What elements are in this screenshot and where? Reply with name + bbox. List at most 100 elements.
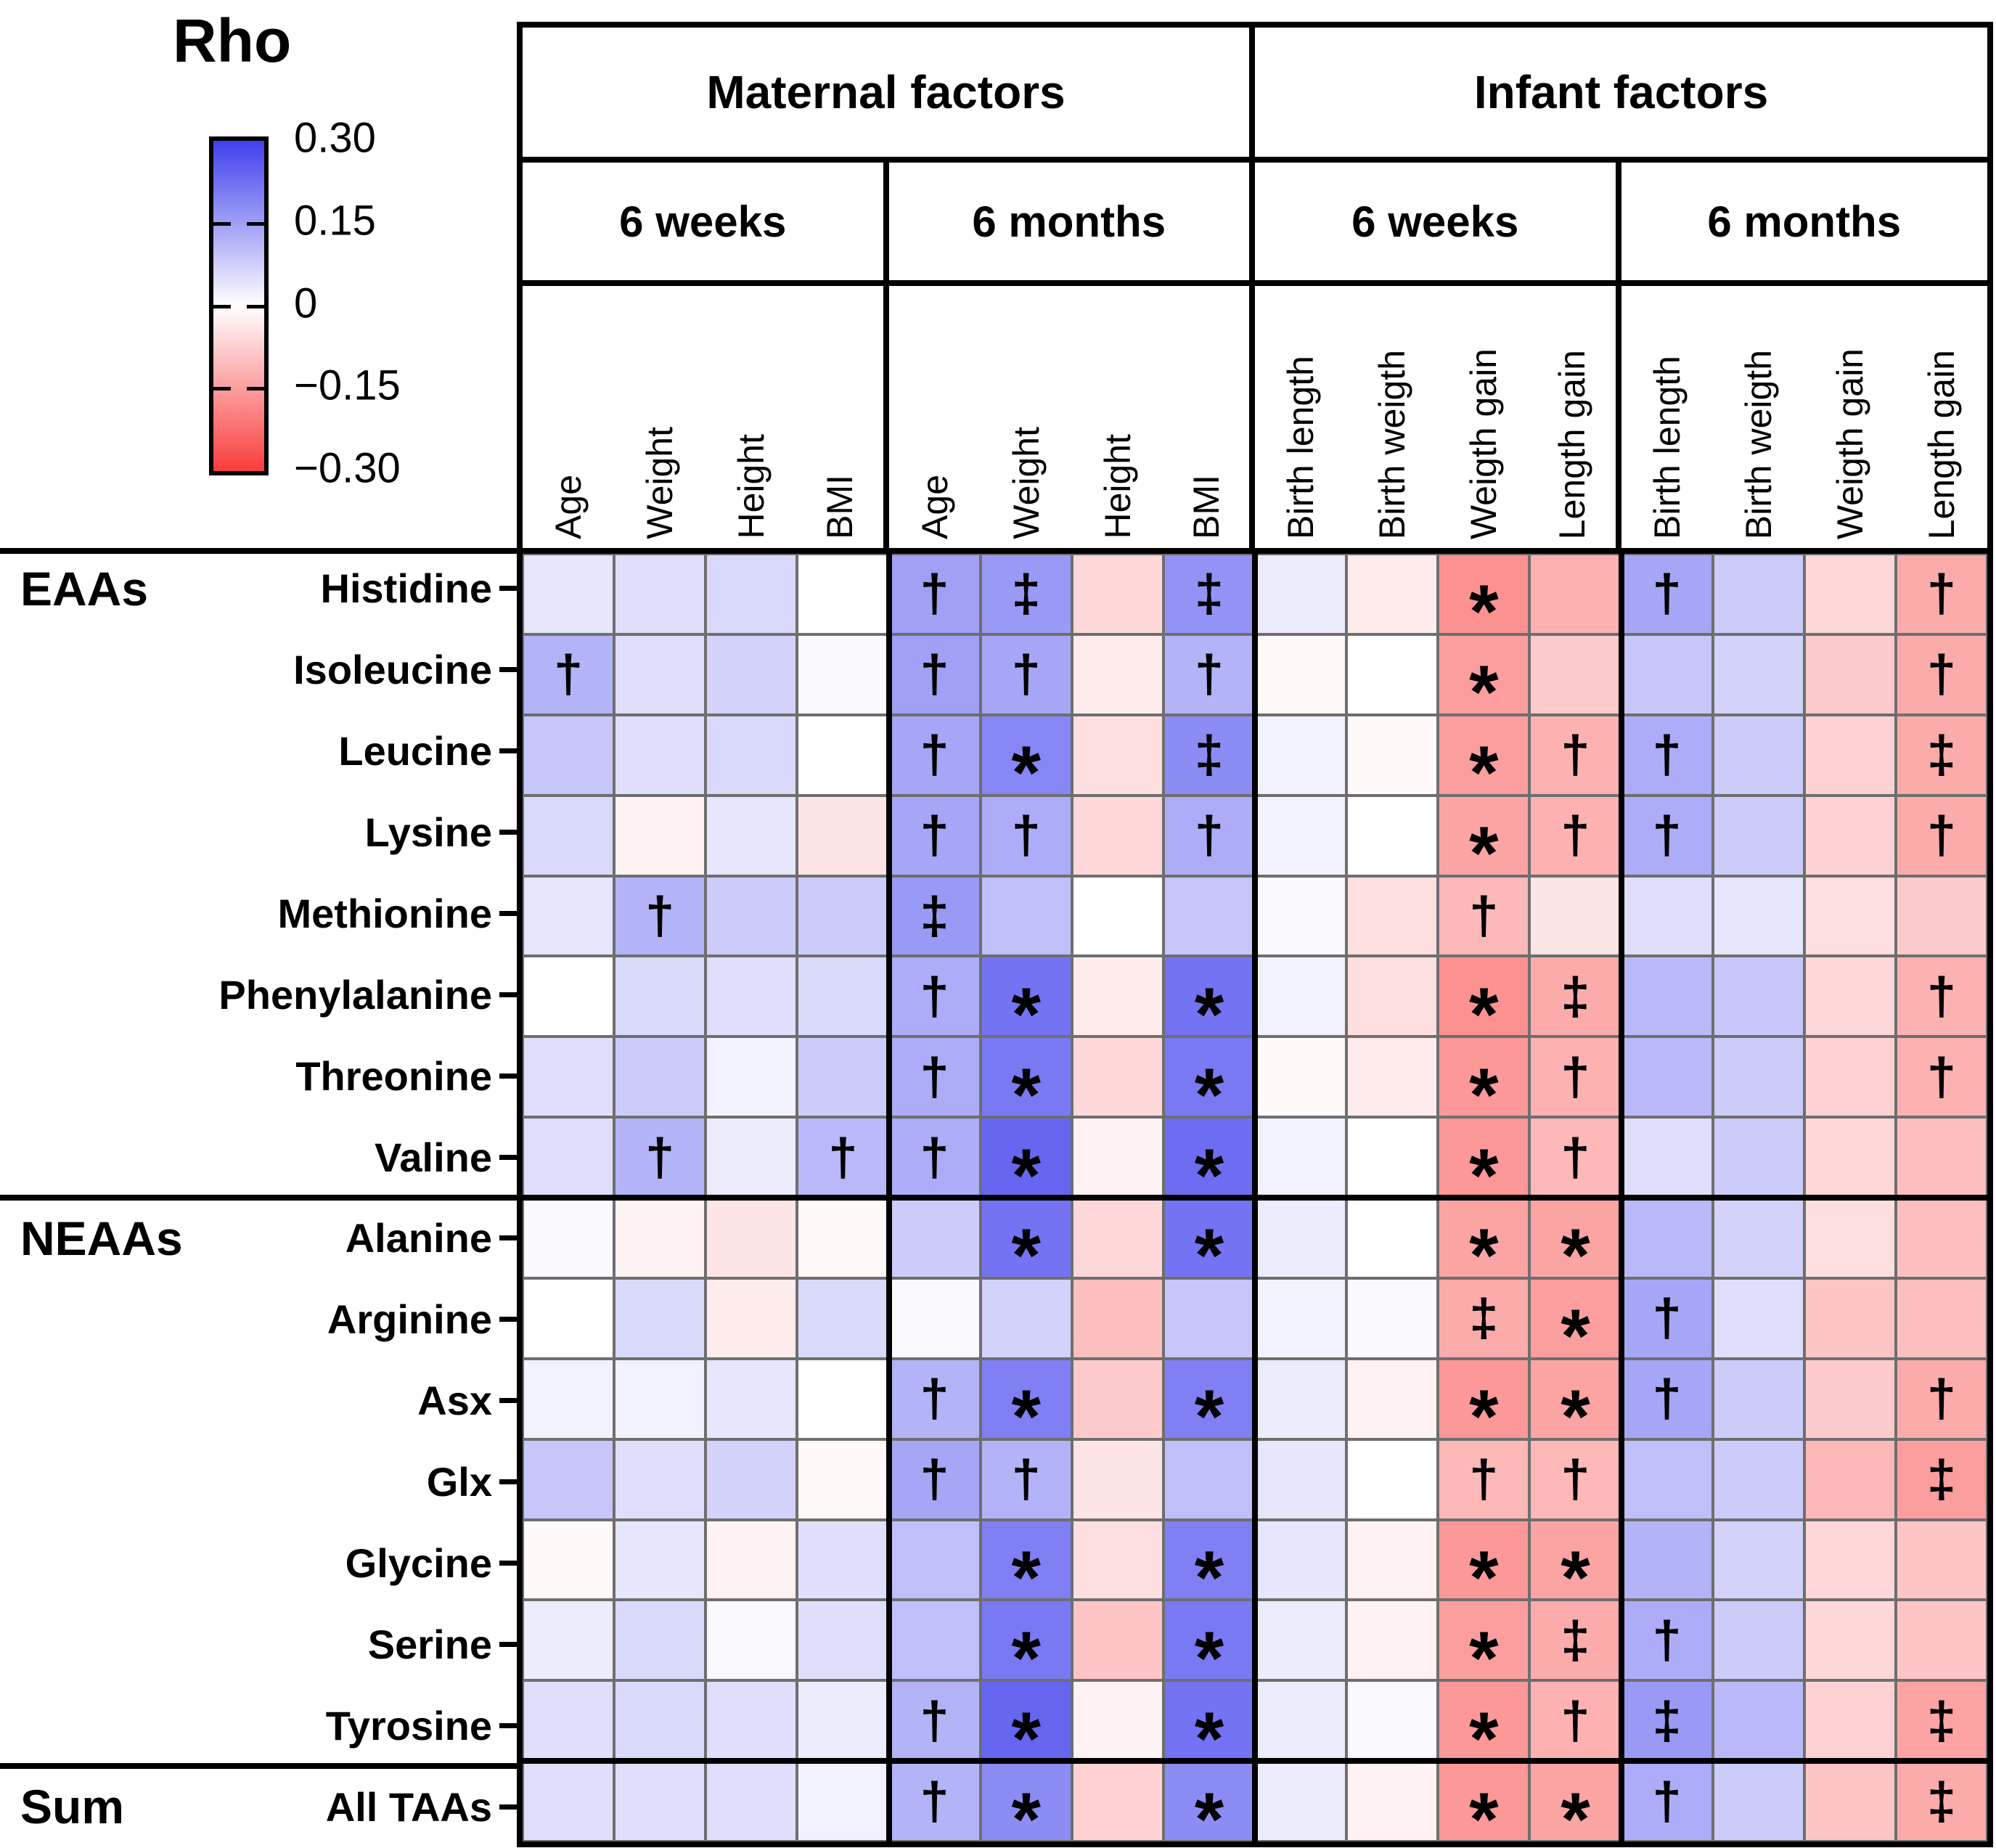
significance-symbol: †: [920, 1128, 949, 1187]
heatmap-cell: [523, 956, 615, 1037]
heatmap-cell: †: [888, 634, 981, 715]
column-label: Age: [523, 286, 614, 548]
heatmap-cell: *: [1529, 1277, 1621, 1374]
row-axis-tick: [499, 1154, 517, 1160]
heatmap-cell: [1255, 875, 1347, 957]
heatmap-cell: †: [980, 1439, 1072, 1520]
row-axis-tick: [499, 667, 517, 673]
heatmap-cell: [1804, 554, 1896, 634]
heatmap-cell: [1255, 1439, 1347, 1520]
row-axis-tick: [499, 830, 517, 835]
heatmap-cell: [797, 1037, 889, 1118]
heatmap-cell: †: [888, 1680, 981, 1762]
heatmap-cell: [1712, 714, 1804, 796]
heatmap-cell: *: [980, 1037, 1072, 1133]
row-axis-tick: [499, 992, 517, 997]
heatmap-cell: [705, 1198, 798, 1278]
heatmap-cell: [705, 1761, 798, 1841]
significance-symbol: †: [1926, 1370, 1956, 1428]
column-label: Weight: [614, 286, 705, 548]
heatmap-cell: [797, 1439, 889, 1520]
heatmap-cell: *: [980, 956, 1072, 1052]
heatmap-cell: [614, 1358, 706, 1439]
heatmap-cell: *: [980, 1680, 1072, 1777]
heatmap-cell: [523, 875, 615, 957]
significance-symbol: †: [1652, 726, 1682, 785]
column-label: Age: [889, 286, 981, 548]
row-label: Threonine: [295, 1052, 492, 1099]
significance-symbol: †: [920, 1450, 949, 1509]
column-label: Length gain: [1896, 286, 1987, 548]
heatmap-cell: [1071, 875, 1163, 957]
legend-tick-label: −0.15: [294, 361, 401, 409]
heatmap-cell: *: [1438, 1037, 1530, 1133]
significance-symbol: †: [920, 806, 949, 865]
heatmap-cell: [705, 714, 798, 796]
significance-symbol: †: [1561, 806, 1590, 865]
significance-symbol: †: [1652, 1772, 1682, 1831]
heatmap-cell: [797, 1680, 889, 1762]
heatmap-cell: †: [1163, 634, 1255, 715]
row-label: Arginine: [327, 1296, 492, 1343]
heatmap-cell: *: [1438, 1519, 1530, 1616]
heatmap-cell: [523, 1519, 615, 1600]
heatmap-cell: *: [1438, 1600, 1530, 1696]
significance-symbol: †: [920, 645, 949, 704]
group-divider-horizontal: [523, 1195, 1987, 1201]
colorbar-tick-mark: [247, 304, 264, 308]
row-label-row: Arginine: [0, 1279, 517, 1360]
row-label: Valine: [375, 1134, 492, 1180]
column-label-text: Birth length: [1280, 356, 1322, 539]
column-label-text: Age: [914, 475, 955, 539]
heatmap-cell: [1712, 1117, 1804, 1198]
group-separator-line: [0, 548, 517, 554]
significance-symbol: ‡: [1926, 1450, 1956, 1509]
heatmap-cell: †: [888, 1037, 981, 1118]
heatmap-cell: [1712, 1680, 1804, 1762]
heatmap-cell: [523, 1198, 615, 1278]
legend-colorbar: [209, 136, 269, 475]
heatmap-cell: [797, 1198, 889, 1278]
group-separator-line: [0, 1195, 517, 1201]
heatmap-cell: [1621, 1519, 1713, 1600]
heatmap-cell: *: [1529, 1358, 1621, 1455]
heatmap-cell: [1071, 1439, 1163, 1520]
significance-symbol: ‡: [1926, 1691, 1956, 1750]
heatmap-cell: [1621, 1037, 1713, 1118]
heatmap-cell: *: [1438, 714, 1530, 811]
heatmap-cell: [705, 1519, 798, 1600]
heatmap-cell: [797, 1358, 889, 1439]
heatmap-cell: [797, 1277, 889, 1359]
heatmap-cell: †: [1438, 1439, 1530, 1520]
heatmap-cell: [1346, 875, 1439, 957]
heatmap-cell: †: [1895, 554, 1987, 634]
legend-tick-label: 0.30: [294, 114, 376, 162]
row-label: Phenylalanine: [218, 971, 492, 1018]
heatmap-cell: [1712, 1198, 1804, 1278]
heatmap-cell: [523, 1277, 615, 1359]
heatmap-cell: [797, 795, 889, 876]
row-label-row: NEAAs Alanine: [0, 1198, 517, 1279]
heatmap-cell: †: [888, 554, 981, 634]
heatmap-cell: [1255, 1680, 1347, 1762]
column-label-text: Height: [1097, 434, 1138, 539]
heatmap-cell: †: [614, 875, 706, 957]
column-group-header-row: Maternal factors Infant factors: [517, 22, 1993, 157]
row-axis-tick: [499, 1641, 517, 1647]
row-label-row: Threonine: [0, 1035, 517, 1116]
column-label: BMI: [1163, 286, 1255, 548]
heatmap-cell: [1712, 1519, 1804, 1600]
heatmap-cell: [705, 956, 798, 1037]
heatmap-cell: *: [980, 1358, 1072, 1455]
row-label: Tyrosine: [325, 1702, 492, 1749]
heatmap-cell: [1163, 875, 1255, 957]
heatmap-cell: *: [980, 1600, 1072, 1696]
heatmap-cell: [1255, 1277, 1347, 1359]
heatmap-cell: [523, 554, 615, 634]
heatmap-cell: [614, 554, 706, 634]
heatmap-cell: [1712, 1277, 1804, 1359]
significance-symbol: †: [920, 967, 949, 1026]
heatmap-cell: [614, 1761, 706, 1841]
significance-symbol: †: [1926, 806, 1956, 865]
heatmap-cell: [1346, 1600, 1439, 1681]
